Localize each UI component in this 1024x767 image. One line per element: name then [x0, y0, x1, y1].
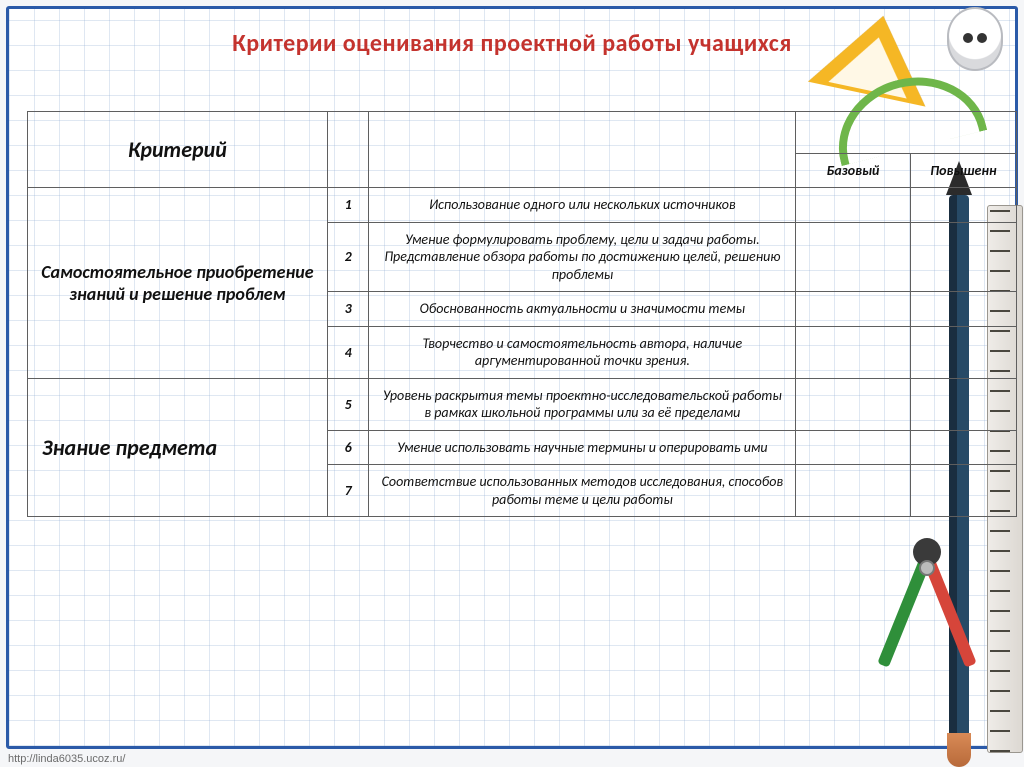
cell-basic — [796, 292, 911, 327]
cell-advanced — [910, 188, 1016, 223]
cell-advanced — [910, 326, 1016, 378]
cell-basic — [796, 326, 911, 378]
slide-title: Критерии оценивания проектной работы уча… — [9, 9, 1015, 72]
col-levels-empty — [796, 112, 1017, 154]
row-num: 6 — [327, 430, 369, 465]
source-url: http://linda6035.ucoz.ru/ — [8, 753, 125, 765]
cell-advanced — [910, 222, 1016, 292]
row-num: 5 — [327, 378, 369, 430]
row-desc: Умение использовать научные термины и оп… — [369, 430, 796, 465]
slide-frame: Критерии оценивания проектной работы уча… — [6, 6, 1018, 749]
row-desc: Использование одного или нескольких исто… — [369, 188, 796, 223]
col-basic: Базовый — [796, 154, 911, 188]
col-num-empty — [327, 112, 369, 188]
table-header-row: Критерий — [28, 112, 1017, 154]
col-criterion: Критерий — [28, 112, 328, 188]
cell-advanced — [910, 430, 1016, 465]
cell-basic — [796, 222, 911, 292]
row-num: 2 — [327, 222, 369, 292]
compass-icon — [871, 536, 981, 686]
cell-advanced — [910, 465, 1016, 517]
table-row: Знание предмета 5 Уровень раскрытия темы… — [28, 378, 1017, 430]
row-desc: Творчество и самостоятельность автора, н… — [369, 326, 796, 378]
cell-advanced — [910, 378, 1016, 430]
row-desc: Обоснованность актуальности и значимости… — [369, 292, 796, 327]
row-num: 3 — [327, 292, 369, 327]
group-label: Самостоятельное приобретение знаний и ре… — [28, 188, 328, 379]
cell-basic — [796, 430, 911, 465]
cell-basic — [796, 188, 911, 223]
cell-basic — [796, 378, 911, 430]
cell-advanced — [910, 292, 1016, 327]
col-advanced: Повышенн — [910, 154, 1016, 188]
row-desc: Умение формулировать проблему, цели и за… — [369, 222, 796, 292]
row-desc: Соответствие использованных методов иссл… — [369, 465, 796, 517]
col-desc-empty — [369, 112, 796, 188]
row-num: 4 — [327, 326, 369, 378]
table-row: Самостоятельное приобретение знаний и ре… — [28, 188, 1017, 223]
row-desc: Уровень раскрытия темы проектно-исследов… — [369, 378, 796, 430]
group-label: Знание предмета — [28, 378, 328, 517]
cell-basic — [796, 465, 911, 517]
row-num: 7 — [327, 465, 369, 517]
row-num: 1 — [327, 188, 369, 223]
criteria-table: Критерий Базовый Повышенн Самостоятельно… — [27, 111, 1017, 517]
